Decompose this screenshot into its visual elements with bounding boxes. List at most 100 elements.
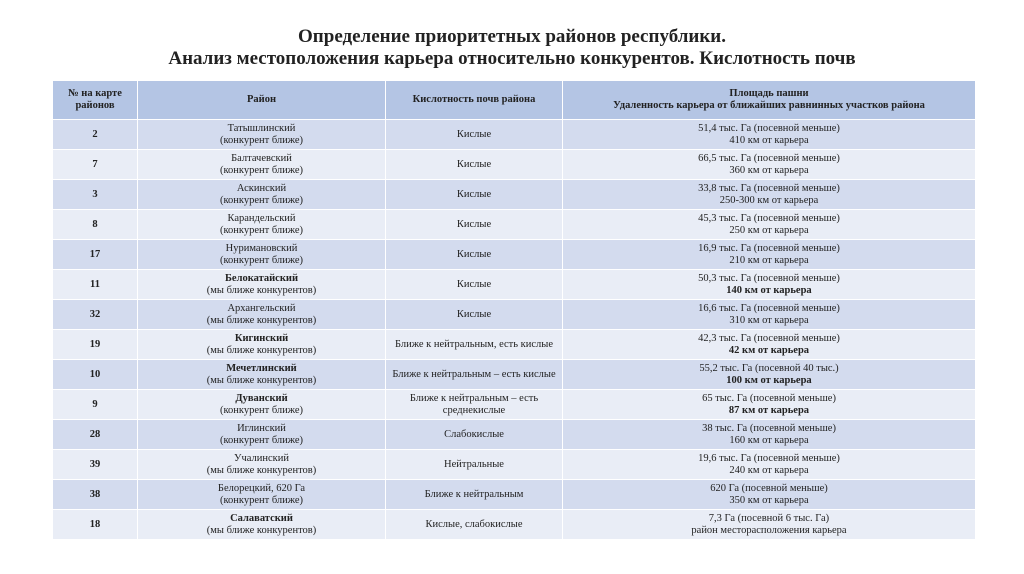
number-cell: 28 — [52, 419, 138, 450]
acidity-cell: Кислые — [385, 209, 563, 240]
district-name: Кигинский — [234, 332, 289, 344]
district-cell: Мечетлинский (мы ближе конкурентов) — [137, 359, 386, 390]
area-cell: 42,3 тыс. Га (посевной меньше) 42 км от к… — [562, 329, 976, 360]
district-note: (конкурент ближе) — [219, 404, 304, 416]
district-cell: Архангельский (мы ближе конкурентов) — [137, 299, 386, 330]
district-note: (мы ближе конкурентов) — [206, 314, 317, 326]
district-cell: Дуванский (конкурент ближе) — [137, 389, 386, 420]
distance: 160 км от карьера — [729, 434, 809, 446]
number-cell: 38 — [52, 479, 138, 510]
distance: 210 км от карьера — [729, 254, 809, 266]
area-cell: 51,4 тыс. Га (посевной меньше) 410 км от … — [562, 119, 976, 150]
acidity-cell: Ближе к нейтральным — [385, 479, 563, 510]
district-note: (мы ближе конкурентов) — [206, 524, 317, 536]
district-note: (конкурент ближе) — [219, 194, 304, 206]
number-cell: 3 — [52, 179, 138, 210]
area-cell: 45,3 тыс. Га (посевной меньше) 250 км от … — [562, 209, 976, 240]
area-cell: 16,9 тыс. Га (посевной меньше) 210 км от … — [562, 239, 976, 270]
district-note: (мы ближе конкурентов) — [206, 464, 317, 476]
table-row: 8 Карандельский (конкурент ближе) Кислые 45,… — [52, 209, 976, 240]
header-row: № на карте районов Район Кислотность поч… — [52, 80, 976, 120]
distance: 250-300 км от карьера — [719, 194, 819, 206]
number-cell: 7 — [52, 149, 138, 180]
distance: 42 км от карьера — [728, 344, 810, 356]
number-cell: 9 — [52, 389, 138, 420]
district-cell: Белокатайский (мы ближе конкурентов) — [137, 269, 386, 300]
district-cell: Татышлинский (конкурент ближе) — [137, 119, 386, 150]
table-row: 7 Балтачевский (конкурент ближе) Кислые 66,5… — [52, 149, 976, 180]
table: № на карте районов Район Кислотность поч… — [52, 80, 976, 540]
distance: район месторасположения карьера — [691, 524, 847, 536]
acidity-cell: Кислые — [385, 239, 563, 270]
acidity-cell: Кислые — [385, 269, 563, 300]
table-row: 19 Кигинский (мы ближе конкурентов) Ближе к… — [52, 329, 976, 360]
header-cell: № на карте районов — [52, 80, 138, 120]
acidity-cell: Кислые — [385, 119, 563, 150]
area-cell: 33,8 тыс. Га (посевной меньше) 250-300 км… — [562, 179, 976, 210]
district-name: Салаватский — [230, 512, 293, 524]
acidity-cell: Ближе к нейтральным, есть кислые — [385, 329, 563, 360]
table-row: 32 Архангельский (мы ближе конкурентов) Кис… — [52, 299, 976, 330]
area-cell: 55,2 тыс. Га (посевной 40 тыс.) 100 км от… — [562, 359, 976, 390]
distance: 250 км от карьера — [729, 224, 809, 236]
number-cell: 39 — [52, 449, 138, 480]
area: 16,9 тыс. Га (посевной меньше) — [698, 242, 840, 254]
district-cell: Аскинский (конкурент ближе) — [137, 179, 386, 210]
number-cell: 2 — [52, 119, 138, 150]
district-name: Балтачевский — [231, 152, 292, 164]
area: 16,6 тыс. Га (посевной меньше) — [698, 302, 840, 314]
header-cell: Площадь пашни Удаленность карьера от бли… — [562, 80, 976, 120]
district-name: Карандельский — [227, 212, 296, 224]
area: 55,2 тыс. Га (посевной 40 тыс.) — [699, 362, 839, 374]
district-cell: Салаватский (мы ближе конкурентов) — [137, 509, 386, 540]
distance: 360 км от карьера — [729, 164, 809, 176]
area-cell: 19,6 тыс. Га (посевной меньше) 240 км от … — [562, 449, 976, 480]
district-note: (мы ближе конкурентов) — [206, 374, 317, 386]
number-cell: 17 — [52, 239, 138, 270]
header-cell: Район — [137, 80, 386, 120]
table-body: 2 Татышлинский (конкурент ближе) Кислые 51,4… — [52, 119, 976, 540]
district-note: (конкурент ближе) — [219, 164, 304, 176]
number-cell: 19 — [52, 329, 138, 360]
district-name: Нуримановский — [225, 242, 298, 254]
area: 51,4 тыс. Га (посевной меньше) — [698, 122, 840, 134]
area-cell: 7,3 Га (посевной 6 тыс. Га) район местора… — [562, 509, 976, 540]
district-cell: Кигинский (мы ближе конкурентов) — [137, 329, 386, 360]
table-row: 9 Дуванский (конкурент ближе) Ближе к нейтр… — [52, 389, 976, 420]
table-row: 17 Нуримановский (конкурент ближе) Кислые 16… — [52, 239, 976, 270]
district-note: (мы ближе конкурентов) — [206, 284, 317, 296]
area: 66,5 тыс. Га (посевной меньше) — [698, 152, 840, 164]
acidity-cell: Кислые, слабокислые — [385, 509, 563, 540]
header-line: Удаленность карьера от ближайших равнинн… — [613, 100, 925, 111]
table-row: 11 Белокатайский (мы ближе конкурентов) Кис… — [52, 269, 976, 300]
area: 42,3 тыс. Га (посевной меньше) — [698, 332, 840, 344]
district-name: Аскинский — [236, 182, 287, 194]
area-cell: 65 тыс. Га (посевной меньше) 87 км от кар… — [562, 389, 976, 420]
number-cell: 18 — [52, 509, 138, 540]
number-cell: 11 — [52, 269, 138, 300]
district-name: Мечетлинский — [226, 362, 297, 374]
area-cell: 620 Га (посевной меньше) 350 км от карьер… — [562, 479, 976, 510]
area: 620 Га (посевной меньше) — [710, 482, 828, 494]
district-name: Иглинский — [237, 422, 286, 434]
distance: 350 км от карьера — [729, 494, 809, 506]
acidity-cell: Кислые — [385, 299, 563, 330]
title-line: Анализ местоположения карьера относитель… — [168, 48, 856, 69]
distance: 240 км от карьера — [729, 464, 809, 476]
table-row: 3 Аскинский (конкурент ближе) Кислые 33,8 ты… — [52, 179, 976, 210]
area-cell: 38 тыс. Га (посевной меньше) 160 км от ка… — [562, 419, 976, 450]
table-row: 2 Татышлинский (конкурент ближе) Кислые 51,4… — [52, 119, 976, 150]
header-line: Площадь пашни — [729, 88, 809, 99]
district-note: (конкурент ближе) — [219, 434, 304, 446]
district-note: (конкурент ближе) — [219, 224, 304, 236]
header-cell: Кислотность почв района — [385, 80, 563, 120]
district-cell: Балтачевский (конкурент ближе) — [137, 149, 386, 180]
district-cell: Нуримановский (конкурент ближе) — [137, 239, 386, 270]
district-cell: Белорецкий, 620 Га (конкурент ближе) — [137, 479, 386, 510]
district-note: (конкурент ближе) — [219, 134, 304, 146]
area-cell: 66,5 тыс. Га (посевной меньше) 360 км от … — [562, 149, 976, 180]
title-line: Определение приоритетных районов республ… — [298, 26, 726, 47]
district-name: Учалинский — [234, 452, 289, 464]
table-row: 39 Учалинский (мы ближе конкурентов) Нейтра… — [52, 449, 976, 480]
district-cell: Карандельский (конкурент ближе) — [137, 209, 386, 240]
